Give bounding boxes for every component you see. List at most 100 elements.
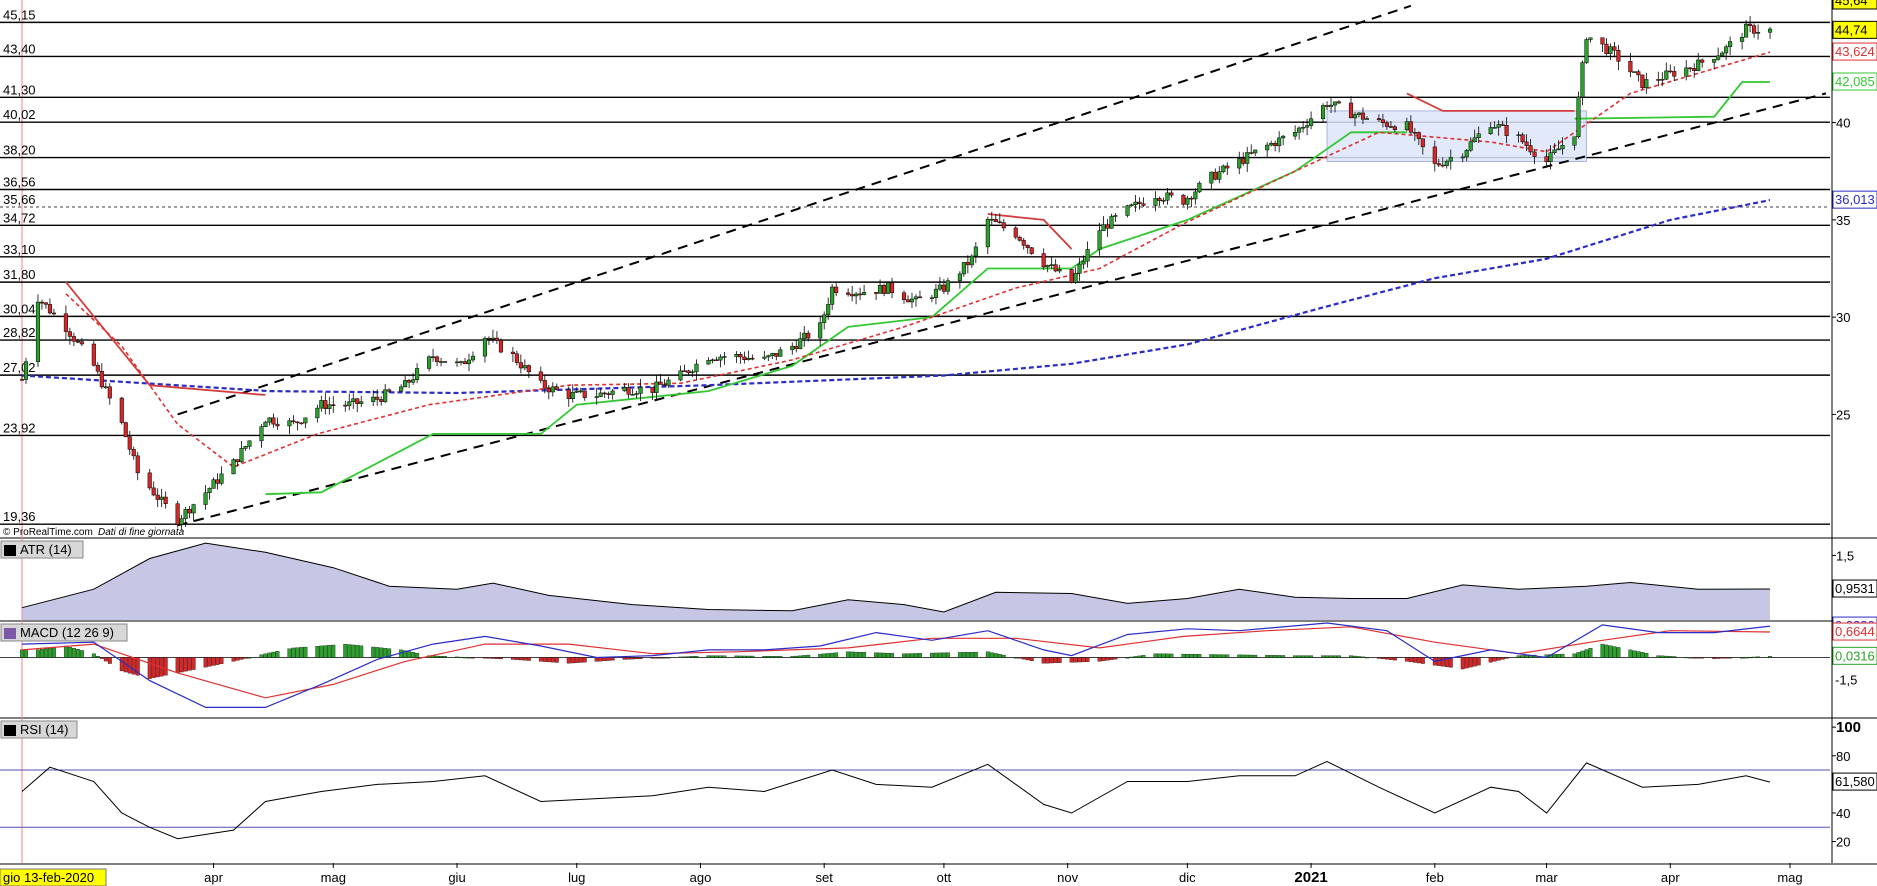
macd-histogram-bar xyxy=(119,657,124,672)
macd-histogram-bar xyxy=(483,657,487,659)
candle-body xyxy=(798,338,803,349)
candle-body xyxy=(71,336,76,342)
candle-body xyxy=(862,292,867,295)
candle-body xyxy=(1468,141,1473,151)
candle-body xyxy=(1516,134,1521,136)
macd-histogram-bar xyxy=(973,651,978,658)
candle-body xyxy=(1576,96,1581,138)
date-tick-label: lug xyxy=(568,870,585,885)
candle-body xyxy=(1492,127,1497,129)
macd-histogram-bar xyxy=(1744,657,1749,659)
candle-body xyxy=(79,341,84,345)
candle-body xyxy=(1277,137,1282,147)
candle-body xyxy=(889,282,895,294)
macd-histogram-bar xyxy=(1365,657,1369,659)
candle-body xyxy=(127,436,132,450)
macd-histogram-bar xyxy=(941,652,946,658)
candle-body xyxy=(427,356,432,369)
macd-histogram-bar xyxy=(1728,657,1733,659)
candle-body xyxy=(742,356,747,360)
candle-body xyxy=(662,384,667,386)
price-tag xyxy=(1832,72,1877,91)
candle-body xyxy=(191,504,196,514)
candle-body xyxy=(546,388,551,393)
macd-histogram-bar xyxy=(890,653,894,658)
macd-histogram-bar xyxy=(1057,657,1062,663)
candle-body xyxy=(203,492,208,505)
date-tick-label: nov xyxy=(1057,870,1078,885)
candle-body xyxy=(969,255,974,266)
candle-body xyxy=(762,356,767,359)
macd-histogram-bar xyxy=(1752,656,1757,658)
macd-histogram-bar xyxy=(239,657,244,660)
macd-histogram-bar xyxy=(650,657,655,659)
macd-histogram-bar xyxy=(243,657,248,659)
candle-body xyxy=(965,262,970,266)
macd-histogram-bar xyxy=(638,657,643,659)
macd-histogram-bar xyxy=(878,652,883,658)
candle-body xyxy=(945,280,950,292)
candle-body xyxy=(1656,79,1661,81)
macd-histogram-bar xyxy=(1712,657,1717,659)
trend-line xyxy=(177,92,1827,527)
candle-body xyxy=(1748,23,1753,26)
candle-body xyxy=(1029,247,1034,254)
candle-body xyxy=(1321,105,1326,119)
level-label: 36,56 xyxy=(3,175,36,190)
candle-body xyxy=(722,356,727,358)
price-tag xyxy=(1832,0,1877,10)
macd-histogram-bar xyxy=(155,657,160,678)
candle-body xyxy=(538,371,543,381)
candle-body xyxy=(933,288,938,298)
rsi-title-swatch xyxy=(4,725,16,736)
date-tick-label: mag xyxy=(321,870,346,885)
macd-histogram-bar xyxy=(75,649,80,658)
candle-body xyxy=(303,417,308,424)
trend-line xyxy=(177,4,1412,416)
price-panel: 45,15 43,40 41,30 40,02 38,20 36,56 35,66 34,72… xyxy=(0,0,1877,531)
candle-body xyxy=(1724,46,1729,54)
candle-body xyxy=(1165,192,1170,201)
candle-body xyxy=(442,361,448,363)
candle-body xyxy=(462,361,468,365)
candle-body xyxy=(275,423,280,427)
candle-body xyxy=(1269,142,1274,146)
candle-body xyxy=(1628,61,1633,73)
rsi-value-label: 61,580 xyxy=(1835,774,1875,789)
candle-body xyxy=(399,386,404,392)
macd-histogram-bar xyxy=(415,652,420,658)
level-label: 43,40 xyxy=(3,41,36,56)
candle-body xyxy=(1700,59,1705,63)
macd-histogram-bar xyxy=(1740,657,1745,659)
macd-histogram-bar xyxy=(822,653,827,658)
candle-body xyxy=(1053,264,1058,272)
macd-histogram-bar xyxy=(662,657,667,659)
macd-histogram-bar xyxy=(1357,656,1361,658)
macd-value-label: 0,0316 xyxy=(1835,648,1875,663)
macd-histogram-bar xyxy=(1221,654,1226,658)
atr-value-tag xyxy=(1832,579,1877,598)
candle-body xyxy=(1073,272,1078,283)
macd-histogram-bar xyxy=(1069,657,1074,663)
macd-histogram-bar xyxy=(578,657,583,663)
macd-histogram-bar xyxy=(303,646,308,658)
candle-body xyxy=(1077,263,1082,274)
macd-histogram-bar xyxy=(203,657,208,668)
candle-body xyxy=(263,421,268,427)
macd-histogram-bar xyxy=(1552,654,1557,658)
date-tick-label: mar xyxy=(1535,870,1558,885)
macd-histogram-bar xyxy=(1668,656,1673,658)
trailing-stop-down-line xyxy=(987,213,1073,250)
candle-body xyxy=(1556,148,1561,151)
candle-body xyxy=(1412,132,1417,134)
candle-body xyxy=(626,387,631,395)
candle-body xyxy=(806,332,811,339)
macd-histogram-bar xyxy=(961,652,966,658)
candle-body xyxy=(818,322,823,339)
macd-histogram-bar xyxy=(1404,657,1409,662)
macd-histogram-bar xyxy=(1085,657,1090,662)
macd-histogram-bar xyxy=(1193,654,1198,658)
candle-body xyxy=(850,294,855,297)
candle-body xyxy=(407,380,412,383)
candle-body xyxy=(155,494,160,500)
